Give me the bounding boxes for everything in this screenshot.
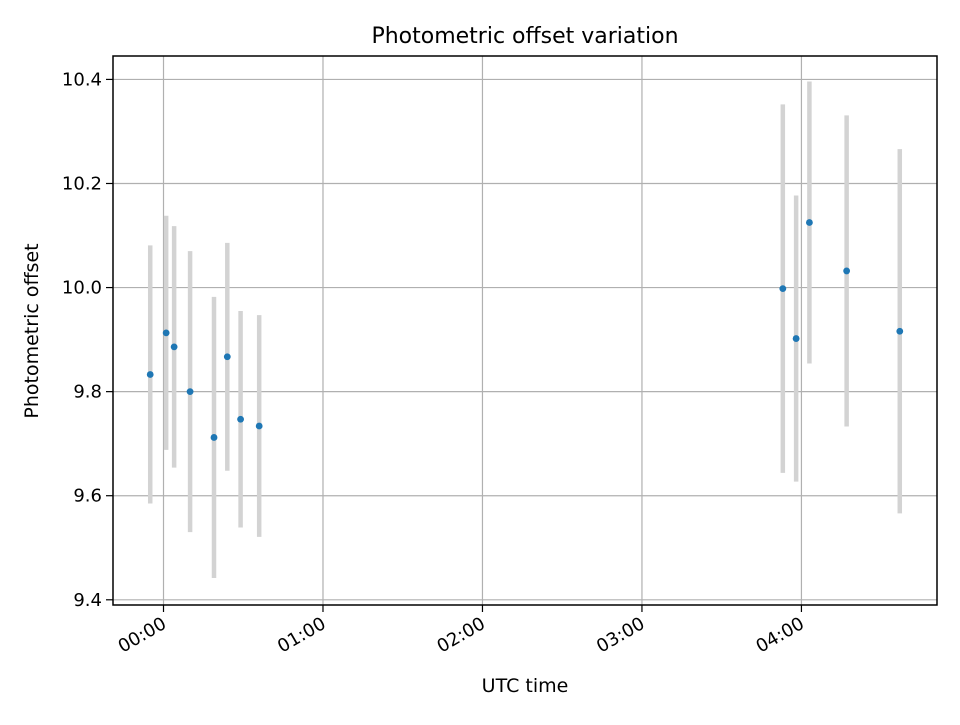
y-axis-label: Photometric offset	[21, 243, 43, 418]
grid-lines	[113, 56, 937, 605]
data-point	[223, 353, 231, 361]
data-point	[255, 422, 263, 430]
y-tick-label: 9.4	[73, 590, 102, 611]
y-tick-label: 9.6	[73, 486, 102, 507]
y-tick-label: 9.8	[73, 382, 102, 403]
plot-frame	[112, 55, 938, 606]
data-point	[186, 388, 194, 396]
y-tick-label: 10.4	[62, 69, 102, 90]
chart-title: Photometric offset variation	[371, 24, 678, 49]
data-point	[210, 434, 218, 441]
y-axis-ticks: 9.4 9.6 9.8 10.0 10.2 10.4	[62, 69, 113, 611]
y-tick-label: 10.2	[62, 173, 102, 194]
x-axis-label: UTC time	[482, 675, 569, 697]
data-point	[170, 343, 178, 351]
data-point	[779, 285, 787, 293]
data-point	[162, 329, 170, 337]
data-point	[806, 219, 813, 226]
data-point	[792, 335, 800, 342]
data-point	[237, 415, 244, 423]
data-point	[843, 267, 851, 275]
data-point	[896, 327, 904, 335]
data-points	[146, 219, 904, 441]
data-point	[146, 371, 154, 378]
y-tick-label: 10.0	[62, 278, 102, 299]
